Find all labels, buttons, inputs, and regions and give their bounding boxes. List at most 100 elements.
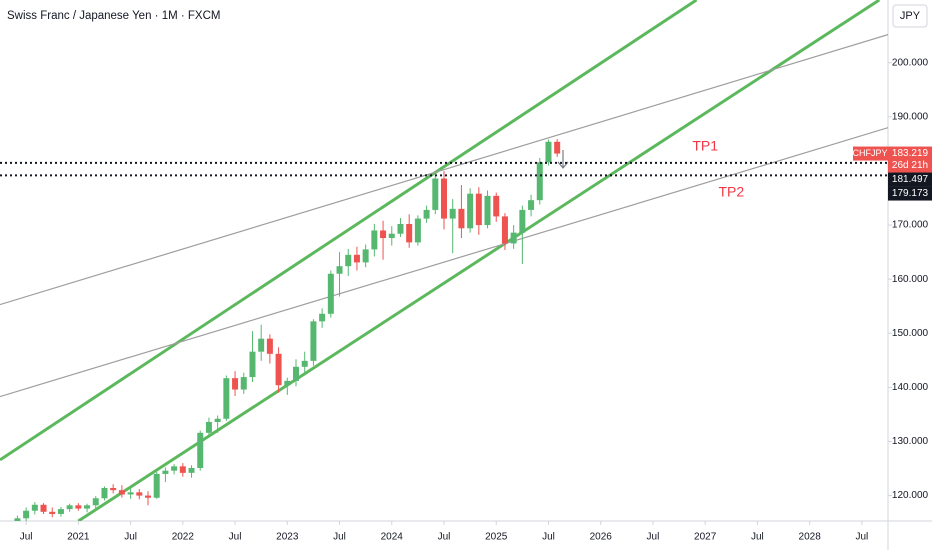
candle-body [449, 208, 456, 219]
y-tick-label: 150.000 [892, 328, 929, 339]
candle-body [327, 273, 334, 314]
candle-body [458, 208, 465, 229]
candle-body [432, 178, 439, 210]
price-line-box [888, 172, 932, 187]
candle-body [162, 470, 169, 474]
candle-body [423, 209, 430, 219]
candle-body [249, 351, 256, 378]
candle-body [153, 473, 160, 498]
candle-body [528, 200, 535, 210]
candle-body [75, 505, 82, 509]
candle-body [406, 223, 413, 243]
symbol-tag-box [853, 146, 888, 161]
candle-body [127, 492, 134, 495]
trend-line [77, 0, 881, 521]
candle-body [118, 490, 125, 495]
plot-area [0, 0, 888, 521]
candle-body [284, 380, 291, 386]
chart-title: Swiss Franc / Japanese Yen · 1M · FXCM [7, 10, 220, 22]
x-tick-label: Jul [438, 532, 451, 543]
price-line-box [888, 186, 932, 201]
candle-body [232, 378, 239, 390]
x-tick-label: 2024 [381, 532, 404, 543]
currency-box[interactable] [892, 4, 928, 28]
y-tick-label: 170.000 [892, 220, 929, 231]
annotation: TP1 [692, 137, 718, 153]
x-tick-label: 2025 [485, 532, 508, 543]
candle-body [223, 378, 230, 419]
candle-body [40, 504, 47, 512]
candle-body [519, 209, 526, 233]
candle-body [310, 321, 317, 361]
candle-body [31, 504, 38, 511]
candle-body [441, 178, 447, 219]
annotation: TP2 [718, 183, 744, 199]
trend-line [0, 0, 698, 462]
candle-body [353, 254, 360, 263]
candle-body [501, 216, 508, 244]
candle-body [136, 492, 143, 496]
price-line-label: 181.497 [892, 174, 929, 185]
candle-body [145, 495, 151, 498]
x-tick-label: 2028 [799, 532, 822, 543]
candle-body [197, 432, 204, 468]
candle-body [362, 249, 369, 263]
candle-body [258, 338, 265, 352]
countdown-label: 26d 21h [892, 160, 928, 171]
candle-body [205, 421, 212, 433]
candle-body [301, 360, 308, 367]
candle-body [397, 223, 404, 234]
candle-body [414, 218, 421, 243]
y-tick-label: 190.000 [892, 112, 929, 123]
last-price-box [888, 146, 932, 173]
candle-body [49, 511, 56, 514]
x-tick-label: Jul [229, 532, 242, 543]
y-tick-label: 200.000 [892, 57, 929, 68]
candle-body [380, 230, 387, 239]
candle-body [92, 498, 99, 506]
candle-body [336, 266, 343, 274]
candle-body [345, 254, 352, 267]
x-tick-label: 2021 [67, 532, 90, 543]
candle-body [66, 505, 73, 510]
candle-body [110, 487, 117, 491]
candle-body [475, 193, 482, 226]
x-tick-label: 2026 [590, 532, 613, 543]
x-tick-label: Jul [542, 532, 555, 543]
candle-body [293, 366, 299, 381]
candle-body [388, 233, 395, 239]
candle-body [266, 338, 273, 354]
candle-body [214, 418, 221, 422]
candle-body [536, 162, 543, 201]
symbol-tag: CHFJPY [852, 148, 887, 158]
x-tick-label: Jul [20, 532, 33, 543]
trend-line [0, 127, 888, 398]
candle-body [179, 466, 186, 473]
candle-body [554, 141, 561, 154]
x-tick-label: Jul [855, 532, 868, 543]
candle-body [171, 466, 178, 471]
candle-body [545, 141, 552, 163]
candle-body [319, 313, 326, 322]
y-tick-label: 140.000 [892, 382, 929, 393]
currency-label[interactable]: JPY [900, 10, 921, 22]
x-tick-label: Jul [333, 532, 346, 543]
y-tick-label: 120.000 [892, 490, 929, 501]
y-tick-label: 160.000 [892, 274, 929, 285]
x-tick-label: Jul [647, 532, 660, 543]
arrow-down [557, 150, 569, 169]
price-line-label: 179.173 [892, 188, 929, 199]
candle-body [84, 505, 91, 509]
x-tick-label: 2023 [276, 532, 299, 543]
x-tick-label: 2027 [694, 532, 717, 543]
candle-body [510, 232, 517, 244]
candle-body [57, 509, 64, 514]
y-tick-label: 130.000 [892, 436, 929, 447]
candle-body [371, 230, 378, 250]
candle-body [484, 195, 491, 226]
candle-body [467, 193, 474, 229]
candle-body [493, 195, 500, 217]
x-tick-label: Jul [124, 532, 137, 543]
